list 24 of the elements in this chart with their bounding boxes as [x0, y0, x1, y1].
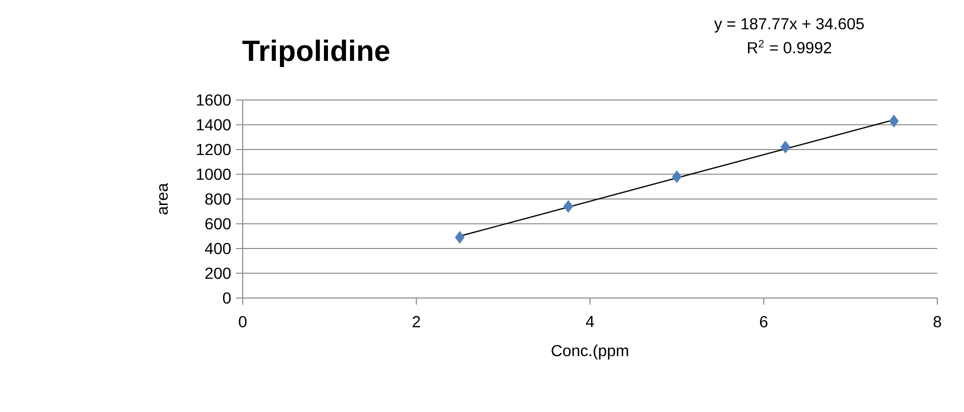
y-tick-label: 400: [204, 242, 231, 254]
x-tick-label: 2: [412, 316, 420, 328]
y-tick-label: 1400: [196, 119, 231, 130]
text: y = 187.77x + 34.605: [714, 18, 864, 33]
point: [780, 140, 790, 154]
point: [454, 231, 465, 244]
x-tick-label: 4: [586, 316, 594, 328]
text: R$^{2}$ = 0.9992: [748, 40, 832, 54]
point: [889, 114, 899, 128]
x-axis-title: Conc.(ppm: [552, 344, 628, 360]
y-axis-title: area: [159, 183, 168, 214]
y-tick-label: 1600: [196, 94, 231, 106]
y-tick-label: 200: [205, 268, 231, 279]
y-tick-label: 600: [205, 218, 231, 230]
x-tick-label: 8: [934, 316, 942, 328]
y-tick-label: 800: [205, 193, 231, 205]
x-tick-label: 0: [238, 316, 247, 328]
x-tick-label: 6: [760, 316, 768, 328]
y-tick-label: 0: [223, 292, 231, 304]
point: [672, 170, 682, 183]
y-tick-label: 1000: [196, 168, 231, 180]
point: [564, 200, 574, 213]
chart-title: Tripolidine: [242, 40, 390, 68]
y-tick-label: 1200: [196, 144, 231, 156]
